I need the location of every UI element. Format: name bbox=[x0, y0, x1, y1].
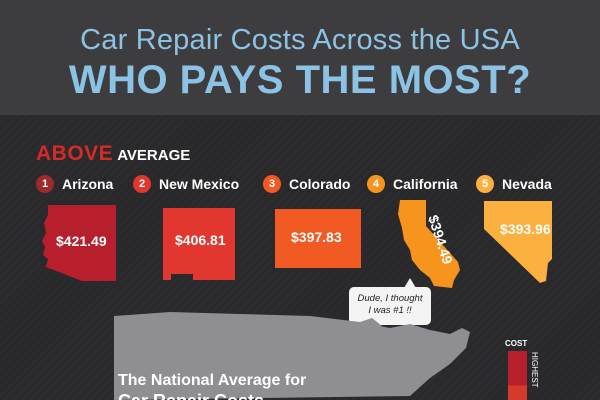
colorado-shape-icon bbox=[275, 209, 361, 268]
us-map-icon bbox=[114, 312, 470, 400]
state-name: California bbox=[393, 176, 458, 192]
legend-title: COST bbox=[505, 339, 528, 348]
state-name: Nevada bbox=[502, 176, 552, 192]
rank-badge: 4 bbox=[367, 175, 385, 193]
state-name: Arizona bbox=[62, 176, 114, 192]
section-heading-above: ABOVE bbox=[36, 142, 114, 165]
rank-item-nevada: 5 Nevada bbox=[476, 173, 552, 195]
nevada-shape-icon bbox=[484, 201, 552, 283]
new-mexico-shape-icon bbox=[163, 208, 235, 280]
rank-badge: 5 bbox=[476, 175, 494, 193]
rank-badge: 2 bbox=[133, 175, 151, 193]
california-shape-icon bbox=[398, 200, 460, 288]
legend-highest-label: HIGHEST bbox=[530, 352, 539, 388]
state-shape-new-mexico: $406.81 bbox=[163, 208, 237, 282]
title-line-2: WHO PAYS THE MOST? bbox=[68, 58, 532, 102]
state-shape-colorado: $397.83 bbox=[275, 209, 361, 268]
legend-color-bar bbox=[508, 351, 527, 400]
header-banner: Car Repair Costs Across the USA WHO PAYS… bbox=[0, 0, 600, 115]
cost-label-nevada: $393.96 bbox=[500, 221, 551, 237]
national-average-line-2: Car Repair Costs bbox=[118, 391, 264, 400]
cost-label-arizona: $421.49 bbox=[56, 233, 107, 249]
state-shape-arizona: $421.49 bbox=[42, 205, 118, 283]
section-heading-average: AVERAGE bbox=[117, 147, 191, 164]
rank-item-california: 4 California bbox=[367, 173, 458, 195]
speech-bubble-line-2: I was #1 !! bbox=[368, 305, 412, 316]
rank-item-arizona: 1 Arizona bbox=[36, 173, 113, 195]
arizona-shape-icon bbox=[42, 205, 116, 281]
cost-label-new-mexico: $406.81 bbox=[175, 232, 226, 248]
cost-label-colorado: $397.83 bbox=[291, 229, 342, 245]
speech-bubble-line-1: Dude, I thought bbox=[357, 293, 423, 304]
rank-item-colorado: 3 Colorado bbox=[263, 173, 350, 195]
state-name: Colorado bbox=[289, 176, 351, 192]
rank-badge: 1 bbox=[36, 175, 54, 193]
rank-item-new-mexico: 2 New Mexico bbox=[133, 173, 239, 195]
rank-badge: 3 bbox=[263, 175, 281, 193]
section-heading: ABOVE AVERAGE bbox=[36, 142, 190, 166]
title-line-1: Car Repair Costs Across the USA bbox=[80, 24, 520, 56]
state-name: New Mexico bbox=[159, 176, 240, 192]
speech-bubble-tail bbox=[404, 278, 416, 288]
state-shape-nevada: $393.96 bbox=[484, 201, 554, 283]
state-shape-california: $394.49 bbox=[398, 200, 464, 288]
national-average-line-1: The National Average for bbox=[118, 372, 307, 389]
speech-bubble: Dude, I thought I was #1 !! bbox=[349, 287, 431, 325]
